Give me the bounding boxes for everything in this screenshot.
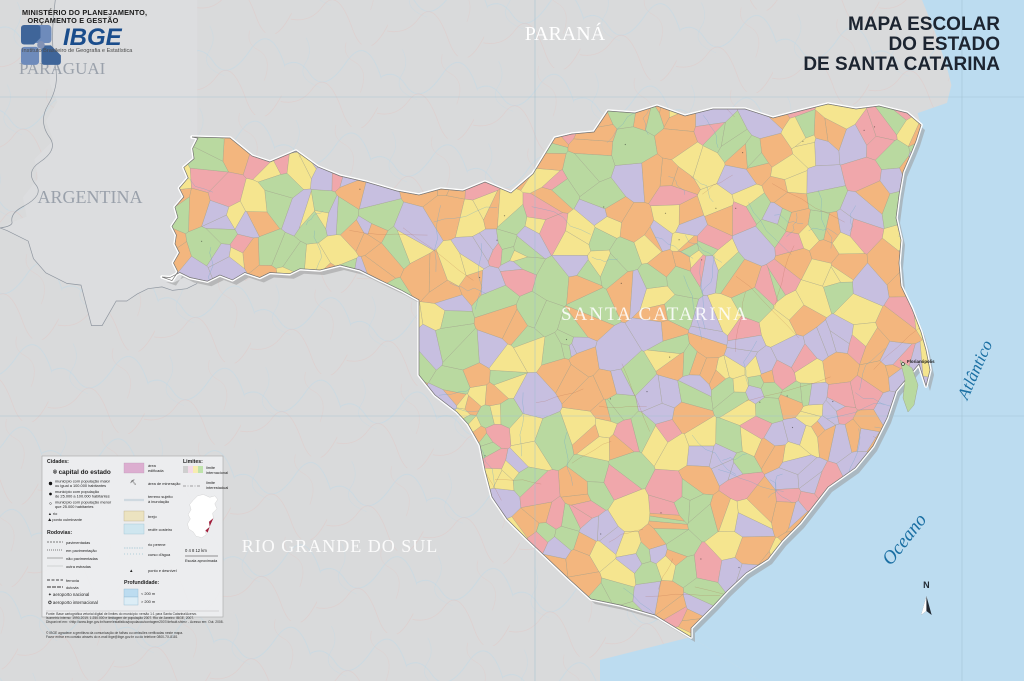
svg-text:> 200 m: > 200 m <box>141 599 155 604</box>
svg-text:Limites:: Limites: <box>183 459 203 465</box>
svg-text:em pavimentação: em pavimentação <box>66 548 97 553</box>
svg-text:curso d'água: curso d'água <box>148 552 171 557</box>
svg-text:▲ rio: ▲ rio <box>48 511 57 516</box>
svg-text:⌾ capital do estado: ⌾ capital do estado <box>53 469 111 476</box>
svg-text:ponto e desnível: ponto e desnível <box>148 568 177 573</box>
svg-text:dutovia: dutovia <box>66 585 79 590</box>
svg-text:rio perene: rio perene <box>148 542 166 547</box>
svg-text:brejo: brejo <box>148 514 157 519</box>
svg-text:pavimentadas: pavimentadas <box>66 540 90 545</box>
svg-text:que 25.000 habitantes: que 25.000 habitantes <box>55 504 94 509</box>
svg-text:DO ESTADO: DO ESTADO <box>888 34 1000 55</box>
svg-text:0 4 8 12 km: 0 4 8 12 km <box>185 548 207 553</box>
svg-text:internacional: internacional <box>206 470 228 475</box>
svg-text:✪ aeroporto internacional: ✪ aeroporto internacional <box>48 600 98 605</box>
svg-text:PARANÁ: PARANÁ <box>525 22 606 45</box>
svg-text:Escala aproximada: Escala aproximada <box>185 559 218 563</box>
svg-text:outra estradas: outra estradas <box>66 564 91 569</box>
svg-text:IBGE: IBGE <box>63 24 123 51</box>
svg-text:ARGENTINA: ARGENTINA <box>38 187 143 207</box>
svg-text:não pavimentadas: não pavimentadas <box>66 556 98 561</box>
svg-text:MAPA ESCOLAR: MAPA ESCOLAR <box>848 14 1000 35</box>
svg-text:Favor entrar em contato atravé: Favor entrar em contato através do e-mai… <box>46 635 178 639</box>
svg-text:recife costeiro: recife costeiro <box>148 527 172 532</box>
svg-text:interestadual: interestadual <box>206 485 228 490</box>
svg-text:Rodovias:: Rodovias: <box>47 530 72 536</box>
svg-text:área de mineração: área de mineração <box>148 481 180 486</box>
svg-text:Instituto Brasileiro de Geogra: Instituto Brasileiro de Geografia e Esta… <box>22 48 133 54</box>
svg-text:Cidades:: Cidades: <box>47 459 69 465</box>
svg-text:⛰ ponto culminante: ⛰ ponto culminante <box>48 517 82 522</box>
svg-text:ou igual a 100.000 habitantes: ou igual a 100.000 habitantes <box>55 483 106 488</box>
svg-text:N: N <box>923 580 930 590</box>
svg-text:à inundação: à inundação <box>148 499 169 504</box>
svg-text:DE SANTA CATARINA: DE SANTA CATARINA <box>803 54 1000 75</box>
svg-text:edificada: edificada <box>148 468 164 473</box>
svg-text:de 25.000 a 100.000 habitantes: de 25.000 a 100.000 habitantes <box>55 494 110 499</box>
svg-text:Disponível em: <http://www.ibg: Disponível em: <http://www.ibge.gov.br/h… <box>46 620 224 624</box>
svg-text:SANTA CATARINA: SANTA CATARINA <box>561 304 749 325</box>
svg-text:ferrovia: ferrovia <box>66 578 80 583</box>
svg-text:< 200 m: < 200 m <box>141 591 155 596</box>
svg-text:Profundidade:: Profundidade: <box>124 580 159 586</box>
svg-text:⛏: ⛏ <box>130 479 136 486</box>
svg-text:RIO GRANDE DO SUL: RIO GRANDE DO SUL <box>242 536 439 556</box>
svg-text:✦ aeroporto nacional: ✦ aeroporto nacional <box>48 592 89 597</box>
svg-text:Florianópolis: Florianópolis <box>907 359 935 364</box>
